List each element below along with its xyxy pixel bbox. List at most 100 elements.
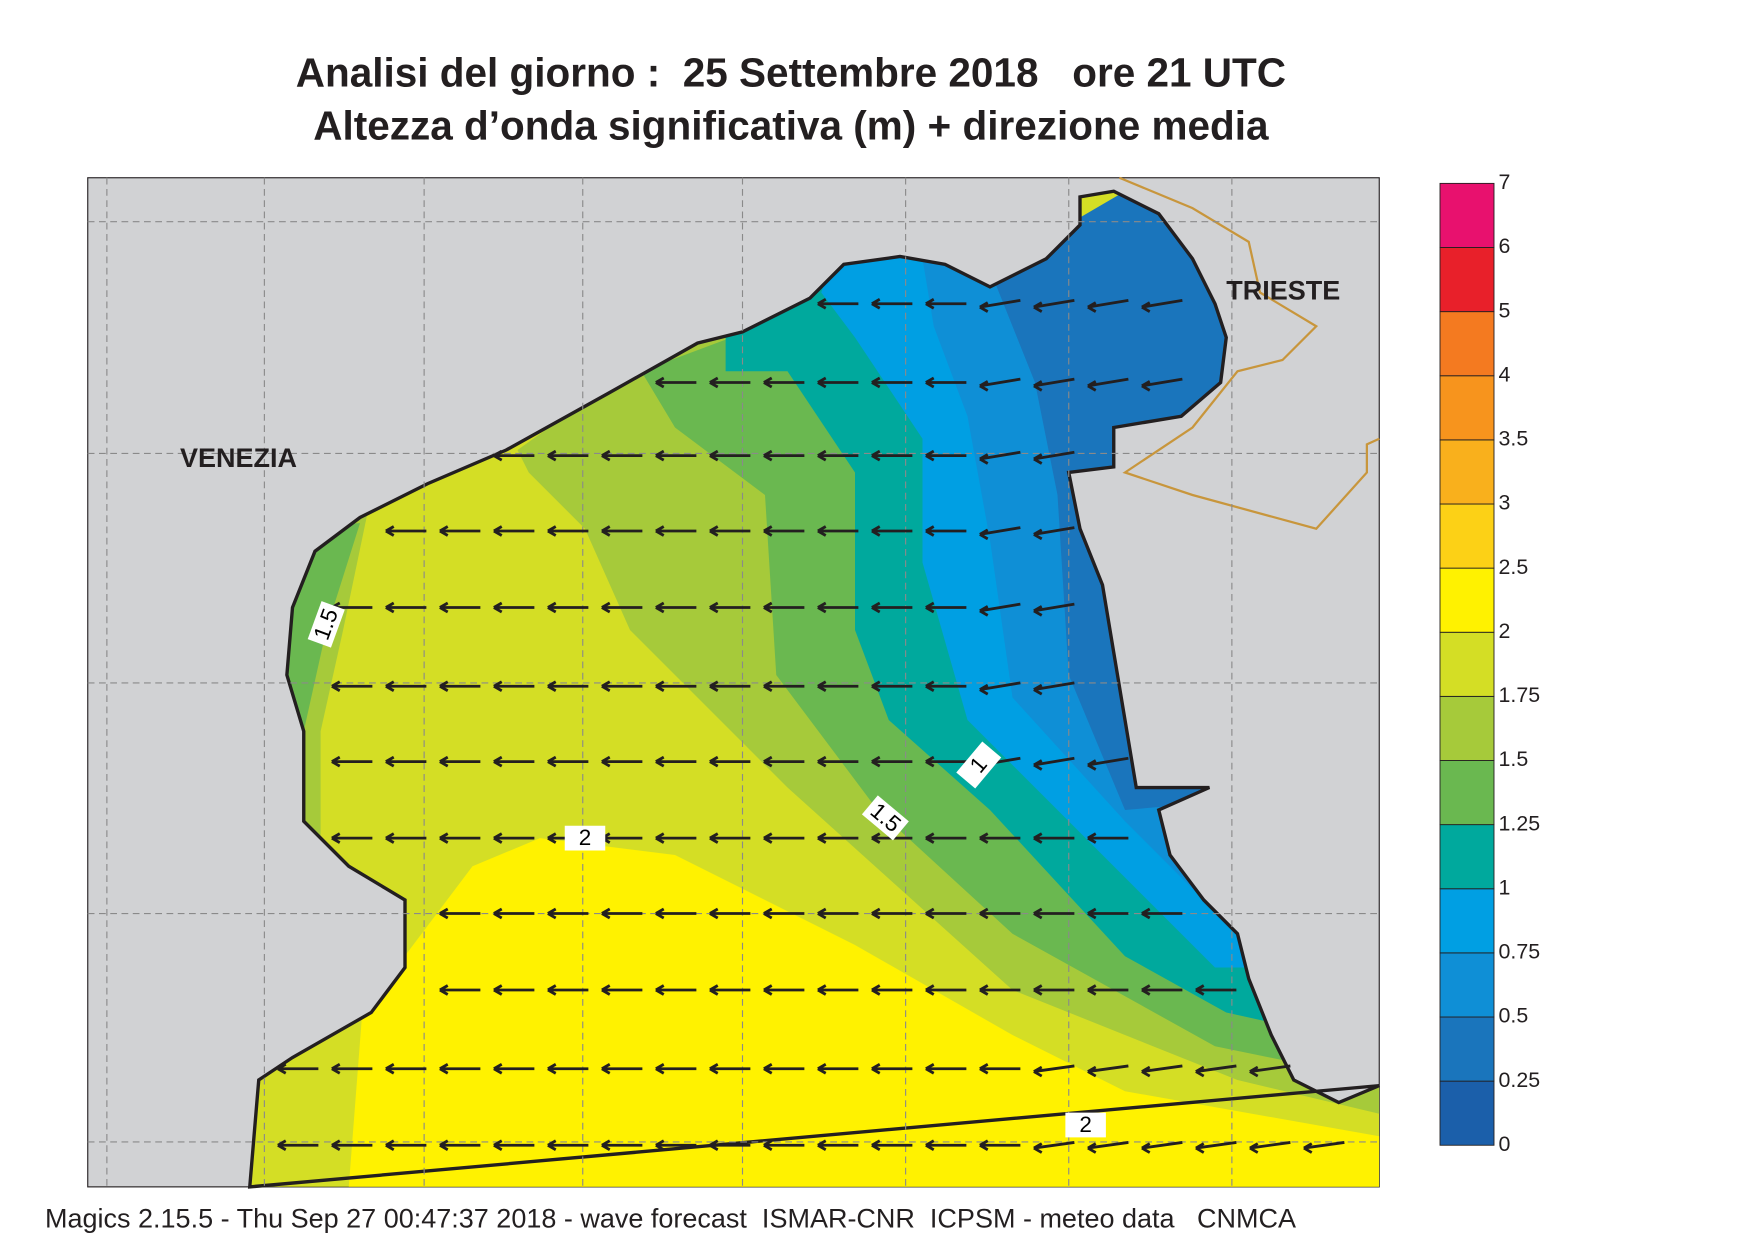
legend-swatch: [1439, 695, 1495, 761]
arrow: [439, 907, 481, 920]
legend-swatch: [1439, 375, 1495, 441]
arrow: [1033, 1064, 1075, 1078]
arrow: [763, 449, 805, 462]
arrow: [979, 377, 1021, 392]
legend-swatch: [1439, 503, 1495, 569]
arrow: [1033, 907, 1075, 920]
arrow: [1141, 984, 1183, 996]
arrow: [763, 755, 805, 768]
arrow: [871, 601, 913, 614]
arrow: [1087, 756, 1129, 771]
arrow: [1033, 526, 1075, 541]
arrow: [439, 984, 481, 996]
arrow: [817, 984, 859, 996]
arrow: [979, 1139, 1021, 1151]
contour-label: 2: [1065, 1112, 1106, 1138]
legend-swatch: [1439, 311, 1495, 377]
contour-label-box: [1065, 1112, 1106, 1138]
legend-label: 7: [1499, 170, 1511, 194]
arrow: [763, 832, 805, 844]
title-line-2: Altezza d’onda significativa (m) + direz…: [313, 103, 1269, 149]
contour-label-box: [861, 795, 909, 841]
arrow: [601, 755, 643, 768]
arrow: [493, 984, 535, 996]
legend-label: 6: [1499, 234, 1511, 258]
legend-swatch: [1439, 182, 1495, 248]
arrow: [979, 1063, 1021, 1075]
arrow: [385, 1139, 427, 1151]
arrow: [547, 601, 589, 614]
border: [1118, 176, 1380, 531]
arrow: [925, 376, 967, 389]
legend-label: 2: [1499, 619, 1511, 643]
arrow: [817, 376, 859, 389]
arrow: [871, 755, 913, 768]
arrow: [439, 601, 481, 614]
arrow: [601, 1063, 643, 1075]
arrow: [493, 680, 535, 692]
arrow: [1033, 1141, 1075, 1154]
arrow: [1141, 298, 1183, 313]
arrow: [1087, 1064, 1129, 1078]
arrow: [871, 1063, 913, 1075]
arrow: [1195, 1064, 1237, 1078]
arrow: [979, 984, 1021, 996]
arrow: [763, 1063, 805, 1075]
legend-swatch: [1439, 952, 1495, 1018]
contour-label-box: [307, 601, 345, 648]
arrow: [1087, 984, 1129, 996]
arrow: [925, 449, 967, 462]
arrow: [331, 1139, 373, 1151]
arrow: [655, 832, 697, 844]
arrow: [709, 601, 751, 614]
arrow: [1141, 1141, 1183, 1154]
arrow: [601, 680, 643, 692]
arrow: [925, 1063, 967, 1075]
arrow: [925, 601, 967, 614]
arrow: [925, 1139, 967, 1151]
arrow: [277, 1139, 319, 1151]
arrow: [925, 525, 967, 537]
contour-label-box: [956, 741, 1002, 789]
arrow: [817, 907, 859, 920]
arrow: [547, 449, 589, 462]
arrow: [439, 680, 481, 692]
arrow: [709, 1063, 751, 1075]
footer: Magics 2.15.5 - Thu Sep 27 00:47:37 2018…: [45, 1203, 1296, 1233]
arrow: [493, 525, 535, 537]
contour-label-text: 2: [579, 825, 592, 850]
arrow: [385, 525, 427, 537]
arrow: [1087, 1141, 1129, 1154]
arrow: [1141, 377, 1183, 392]
arrow: [979, 298, 1021, 313]
arrow: [709, 755, 751, 768]
arrow: [655, 601, 697, 614]
arrow: [1033, 602, 1075, 617]
arrow: [493, 755, 535, 768]
arrow: [979, 681, 1021, 696]
arrow: [493, 1063, 535, 1075]
arrow: [1033, 832, 1075, 844]
arrow: [979, 832, 1021, 844]
arrow: [763, 1139, 805, 1151]
arrow: [547, 984, 589, 996]
arrow: [1033, 298, 1075, 313]
arrow: [925, 298, 967, 310]
arrow: [925, 680, 967, 692]
legend-label: 0.5: [1499, 1004, 1529, 1028]
legend-label: 1.25: [1499, 811, 1541, 835]
arrow: [709, 449, 751, 462]
arrow: [709, 680, 751, 692]
legend-swatch: [1439, 888, 1495, 954]
arrow: [439, 1063, 481, 1075]
arrow: [925, 984, 967, 996]
arrow: [439, 755, 481, 768]
arrow: [547, 755, 589, 768]
arrow: [439, 1139, 481, 1151]
color-legend: 0 0.25 0.5 0.75 1 1.25 1.5 1.75 2 2.5 3 3.5 4 5 6 7: [1439, 170, 1541, 1156]
arrow: [1087, 298, 1129, 313]
legend-swatch: [1439, 631, 1495, 697]
arrow: [817, 525, 859, 537]
